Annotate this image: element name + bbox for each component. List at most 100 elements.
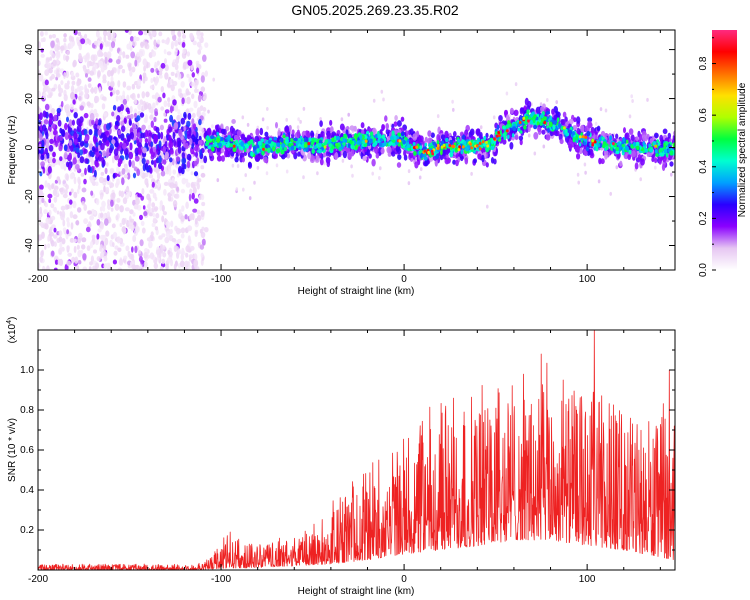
spectral-dot <box>282 134 286 139</box>
spectral-dot <box>98 154 102 162</box>
noise-dot <box>58 87 64 94</box>
spectral-dot <box>57 135 61 143</box>
spectral-dot <box>310 141 314 146</box>
noise-dot <box>167 196 172 202</box>
noise-dot <box>122 51 126 59</box>
noise-dot <box>163 49 167 55</box>
spectral-dot <box>569 129 573 135</box>
noise-dot <box>83 218 88 225</box>
colorbar-tick-label: 0.6 <box>698 108 709 122</box>
noise-dot <box>60 100 64 108</box>
spectral-dot <box>422 146 427 151</box>
noise-dot <box>143 251 148 259</box>
spectral-dot <box>73 131 78 140</box>
noise-dot <box>40 250 44 258</box>
noise-dot <box>185 245 191 253</box>
noise-dot <box>160 86 164 93</box>
noise-dot <box>172 34 177 41</box>
spectral-dot <box>240 141 245 147</box>
noise-dot <box>126 43 131 50</box>
noise-dot <box>75 220 80 226</box>
spectral-dot <box>125 107 130 113</box>
spectral-dot <box>574 144 580 152</box>
spectral-dot <box>216 131 219 136</box>
spectral-dot <box>414 161 419 169</box>
spectral-dot <box>210 135 215 140</box>
noise-dot <box>107 199 110 206</box>
noise-dot <box>584 170 587 175</box>
noise-dot <box>169 182 175 189</box>
noise-dot <box>231 163 235 168</box>
noise-dot <box>112 242 115 248</box>
y-tick-label: -40 <box>24 238 35 253</box>
noise-dot <box>118 51 123 56</box>
spectral-dot <box>76 125 82 133</box>
noise-dot <box>82 253 87 261</box>
x-tick-label: -100 <box>211 274 231 285</box>
spectral-dot <box>42 124 47 132</box>
noise-dot <box>451 99 454 104</box>
noise-dot <box>382 97 385 102</box>
spectral-dot <box>449 139 453 144</box>
spectral-dot <box>169 149 174 155</box>
noise-dot <box>113 250 118 256</box>
noise-dot <box>44 243 47 250</box>
noise-dot <box>165 231 171 238</box>
noise-dot <box>190 183 196 189</box>
noise-dot <box>323 161 326 166</box>
spectral-dot <box>38 143 42 151</box>
noise-dot <box>88 221 91 227</box>
noise-dot <box>42 37 46 42</box>
noise-dot <box>61 210 66 218</box>
spectral-dot <box>206 135 210 141</box>
spectral-dot <box>523 124 527 130</box>
spectral-hotspot <box>485 140 488 144</box>
spectral-dot <box>272 146 276 152</box>
spectral-dot <box>60 129 65 137</box>
y-multiplier-label: (x104) <box>6 317 18 344</box>
noise-dot <box>201 127 204 133</box>
noise-dot <box>71 256 76 263</box>
noise-dot <box>40 31 44 37</box>
noise-dot <box>379 166 382 171</box>
noise-dot <box>242 187 245 192</box>
spectral-dot <box>381 124 386 131</box>
noise-dot <box>196 209 201 215</box>
noise-dot <box>144 248 149 253</box>
spectral-dot <box>483 135 487 141</box>
noise-dot <box>185 64 189 69</box>
bottom-y-axis: 0.20.40.60.81.0 <box>20 329 675 551</box>
spectral-dot <box>93 123 98 130</box>
noise-dot <box>66 184 69 190</box>
noise-dot <box>90 109 94 114</box>
y-tick-label: 20 <box>24 93 35 105</box>
spectral-dot <box>139 112 145 118</box>
spectral-dot <box>94 128 99 137</box>
noise-dot <box>77 176 81 184</box>
noise-dot <box>38 73 44 82</box>
noise-dot <box>51 224 56 229</box>
spectral-dot <box>352 145 355 150</box>
noise-dot <box>39 206 43 214</box>
noise-dot <box>74 256 79 264</box>
spectral-dot <box>108 147 113 154</box>
noise-dot <box>144 76 148 82</box>
chart-title: GN05.2025.269.23.35.R02 <box>291 2 459 18</box>
spectral-dot <box>280 149 285 155</box>
spectral-dot <box>303 137 307 143</box>
noise-dot <box>58 230 63 237</box>
noise-dot <box>470 171 473 176</box>
noise-dot <box>40 53 45 58</box>
noise-dot <box>95 181 99 187</box>
noise-dot <box>76 264 80 270</box>
noise-dot <box>190 245 195 251</box>
noise-dot <box>125 54 130 59</box>
noise-dot <box>134 98 137 105</box>
spectral-dot <box>303 143 308 148</box>
spectral-dot <box>623 127 626 134</box>
noise-dot <box>180 215 185 222</box>
spectral-dot <box>227 134 232 141</box>
spectral-dot <box>347 151 352 158</box>
y-multiplier-exponent: 4 <box>6 320 13 324</box>
spectral-dot <box>396 120 402 127</box>
